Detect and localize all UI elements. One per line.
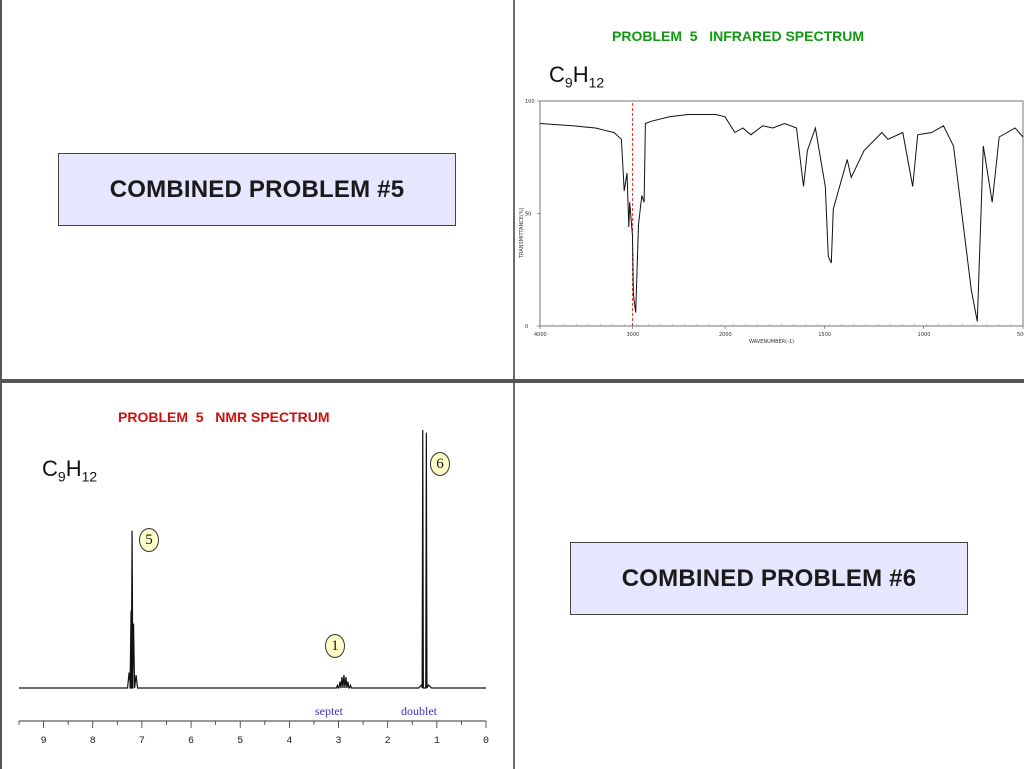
ir-plot-frame <box>539 100 1024 327</box>
doublet-label: doublet <box>401 704 437 718</box>
ir-y-tick-label: 0 <box>525 324 528 330</box>
ir-trace <box>539 114 1024 322</box>
peak-label-septet: 1 <box>325 634 345 658</box>
slide-combined-problem-5: COMBINED PROBLEM #5 <box>0 0 513 379</box>
nmr-x-tick-label: 5 <box>237 736 243 747</box>
formula-h-sub: 12 <box>81 468 98 485</box>
nmr-x-tick-label: 2 <box>385 736 391 747</box>
vertical-divider <box>513 0 515 769</box>
formula-h-sub: 12 <box>588 74 605 91</box>
nmr-x-tick-label: 6 <box>188 736 194 747</box>
ir-x-tick-label: 2000 <box>719 332 732 338</box>
horizontal-divider <box>0 379 1024 383</box>
formula-c: C <box>549 62 565 87</box>
formula-h: H <box>572 62 589 87</box>
nmr-formula: C9H12 <box>42 456 97 484</box>
ir-x-tick-label: 4000 <box>534 332 547 338</box>
nmr-x-tick-label: 8 <box>90 736 96 747</box>
formula-h: H <box>65 456 82 481</box>
formula-c: C <box>42 456 58 481</box>
ir-x-tick-label: 3000 <box>627 332 640 338</box>
ir-chart: 4000 3000 2000 1500 1000 500 0 50 100 TRANSMITTA… <box>519 99 1024 345</box>
ir-x-tick-label: 1000 <box>918 332 931 338</box>
nmr-x-tick-label: 9 <box>41 736 47 747</box>
ir-x-tick-label: 500 <box>1017 332 1024 338</box>
formula-c-sub: 9 <box>57 468 66 485</box>
formula-c-sub: 9 <box>564 74 573 91</box>
ir-x-axis-label: WAVENUMBER(-1) <box>749 339 794 345</box>
ir-formula: C9H12 <box>549 62 604 90</box>
peak-label-doublet: 6 <box>430 452 450 476</box>
nmr-x-tick-label: 4 <box>286 736 292 747</box>
nmr-x-tick-label: 7 <box>139 736 145 747</box>
septet-label: septet <box>315 704 343 718</box>
ir-y-axis-label: TRANSMITTANCE(%) <box>519 207 525 259</box>
peak-label-aromatic: 5 <box>139 528 159 552</box>
nmr-x-tick-label: 0 <box>483 736 489 747</box>
nmr-x-tick-label: 1 <box>434 736 440 747</box>
nmr-title: PROBLEM 5 NMR SPECTRUM <box>118 409 330 425</box>
nmr-x-tick-label: 3 <box>336 736 342 747</box>
ir-title: PROBLEM 5 INFRARED SPECTRUM <box>612 28 865 44</box>
combined-problem-6-title: COMBINED PROBLEM #6 <box>570 542 968 615</box>
slide-ir-spectrum: PROBLEM 5 INFRARED SPECTRUM C9H12 4000 30… <box>515 0 1024 379</box>
combined-problem-5-title: COMBINED PROBLEM #5 <box>58 153 456 226</box>
ir-y-tick-label: 50 <box>525 212 531 218</box>
slide-combined-problem-6: COMBINED PROBLEM #6 <box>515 383 1024 769</box>
ir-x-tick-label: 1500 <box>818 332 831 338</box>
ir-y-tick-label: 100 <box>525 99 535 105</box>
nmr-trace <box>19 429 486 689</box>
nmr-chart: 9 8 7 6 5 4 3 2 1 0 <box>18 429 489 747</box>
